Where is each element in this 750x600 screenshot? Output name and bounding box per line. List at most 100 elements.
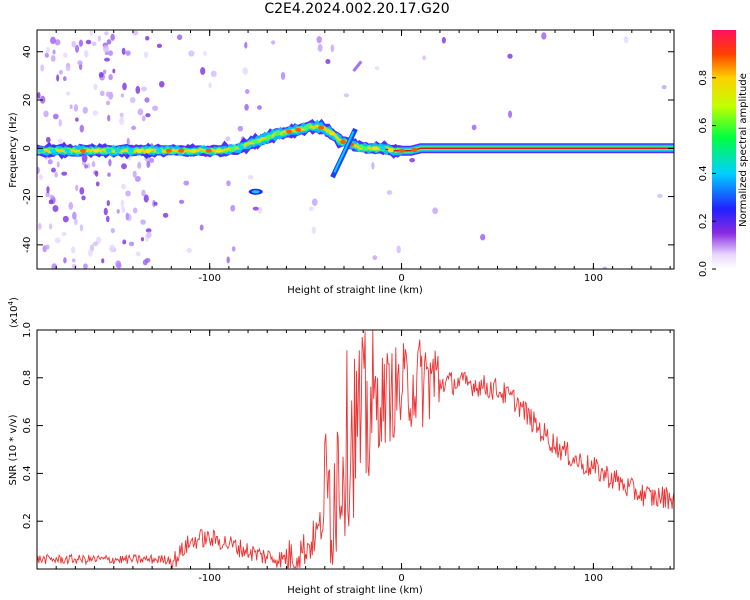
snr-y-multiplier: (x104) [7, 297, 20, 328]
noise-speckle [271, 40, 276, 45]
noise-speckle [50, 167, 56, 173]
noise-speckle [422, 55, 427, 61]
ridge-blob [253, 139, 260, 144]
spectrogram-x-tick-label: -100 [198, 273, 221, 284]
feature-blob-small [252, 206, 259, 211]
snr-y-tick-label: 0.4 [22, 465, 33, 481]
ridge-blob [274, 131, 281, 136]
noise-speckle [63, 257, 67, 264]
noise-speckle [432, 207, 439, 215]
noise-speckle [98, 71, 104, 78]
ridge-blob [318, 125, 325, 130]
noise-speckle [343, 93, 350, 98]
noise-speckle [75, 184, 79, 192]
noise-speckle [119, 112, 124, 118]
noise-speckle [188, 50, 195, 57]
ridge-blob [145, 148, 152, 153]
noise-speckle [199, 224, 204, 231]
noise-speckle [92, 241, 99, 246]
noise-speckle [242, 67, 248, 75]
noise-speckle [247, 175, 254, 180]
snr-y-tick-label: 1.0 [22, 322, 33, 338]
noise-speckle [71, 263, 77, 269]
noise-speckle [226, 180, 231, 187]
noise-speckle [105, 100, 111, 106]
noise-speckle [74, 218, 78, 226]
spectrogram-y-tick-label: 20 [22, 94, 33, 107]
noise-speckle [95, 181, 100, 187]
noise-speckle [244, 41, 248, 49]
noise-speckle [623, 36, 629, 44]
noise-speckle [99, 90, 105, 97]
snr-x-axis-label: Height of straight line (km) [287, 585, 423, 596]
ridge-blob [50, 148, 57, 153]
spectrogram-x-tick-label: 0 [398, 273, 404, 284]
noise-speckle [480, 233, 486, 241]
noise-speckle [386, 190, 393, 195]
noise-speckle [144, 97, 150, 103]
ridge-blob [398, 148, 405, 153]
noise-speckle [140, 237, 145, 242]
snr-line [37, 330, 674, 569]
noise-speckle [159, 80, 165, 88]
colorbar-tick-label: 0.8 [698, 70, 709, 86]
ridge-blob [80, 148, 87, 153]
noise-speckle [120, 199, 125, 207]
noise-speckle [102, 45, 109, 53]
noise-speckle [107, 114, 111, 122]
noise-speckle [317, 44, 323, 52]
noise-speckle [661, 84, 667, 90]
noise-speckle [47, 159, 53, 165]
noise-speckle [57, 138, 63, 144]
noise-speckle [507, 53, 513, 59]
colorbar: 0.0 0.2 0.4 0.6 0.8 Normalized spectral ampl… [698, 30, 749, 277]
noise-speckle [120, 93, 125, 98]
noise-speckle [244, 103, 249, 111]
noise-speckle [122, 239, 127, 245]
ridge-blob [178, 148, 185, 153]
noise-speckle [107, 172, 111, 177]
noise-speckle [280, 71, 286, 80]
noise-speckle [149, 158, 155, 163]
spectrogram-y-tick-label: 0 [22, 145, 33, 151]
noise-speckle [409, 158, 416, 163]
noise-speckle [79, 187, 85, 195]
ridge-blob [329, 131, 336, 136]
noise-speckle [61, 171, 68, 176]
noise-speckle [176, 34, 183, 41]
noise-speckle [106, 200, 110, 207]
noise-speckle [471, 124, 477, 131]
noise-speckle [137, 161, 142, 169]
noise-speckle [83, 263, 88, 269]
snr-x-tick-label: -100 [198, 573, 221, 584]
noise-speckle [125, 190, 131, 197]
noise-speckle [330, 44, 335, 53]
diagonal-streak-core [333, 130, 355, 173]
colorbar-ticks: 0.0 0.2 0.4 0.6 0.8 [698, 70, 716, 277]
noise-speckle [106, 39, 112, 45]
noise-speckle [37, 92, 41, 99]
spectrogram-x-tick-label: 100 [584, 273, 603, 284]
colorbar-label: Normalized spectral amplitude [738, 73, 749, 227]
snr-y-tick-label: 0.6 [22, 418, 33, 434]
noise-speckle [52, 49, 56, 55]
noise-speckle [441, 36, 446, 44]
noise-speckle [49, 194, 55, 199]
noise-speckle [126, 137, 130, 146]
spectrogram-y-tick-label: 40 [22, 45, 33, 58]
noise-speckle [75, 117, 79, 122]
noise-speckle [71, 258, 76, 263]
noise-speckle [56, 161, 60, 168]
noise-speckle [97, 35, 101, 42]
noise-speckle [44, 52, 49, 58]
noise-speckle [208, 82, 212, 89]
noise-speckle [37, 166, 40, 175]
noise-speckle [146, 231, 152, 239]
snr-x-tick-label: 0 [398, 573, 404, 584]
noise-speckle [56, 74, 60, 82]
noise-speckle [132, 30, 139, 36]
noise-speckle [105, 215, 110, 223]
noise-speckle [125, 50, 131, 56]
ridge-blob [286, 129, 293, 134]
noise-speckle [141, 115, 146, 122]
